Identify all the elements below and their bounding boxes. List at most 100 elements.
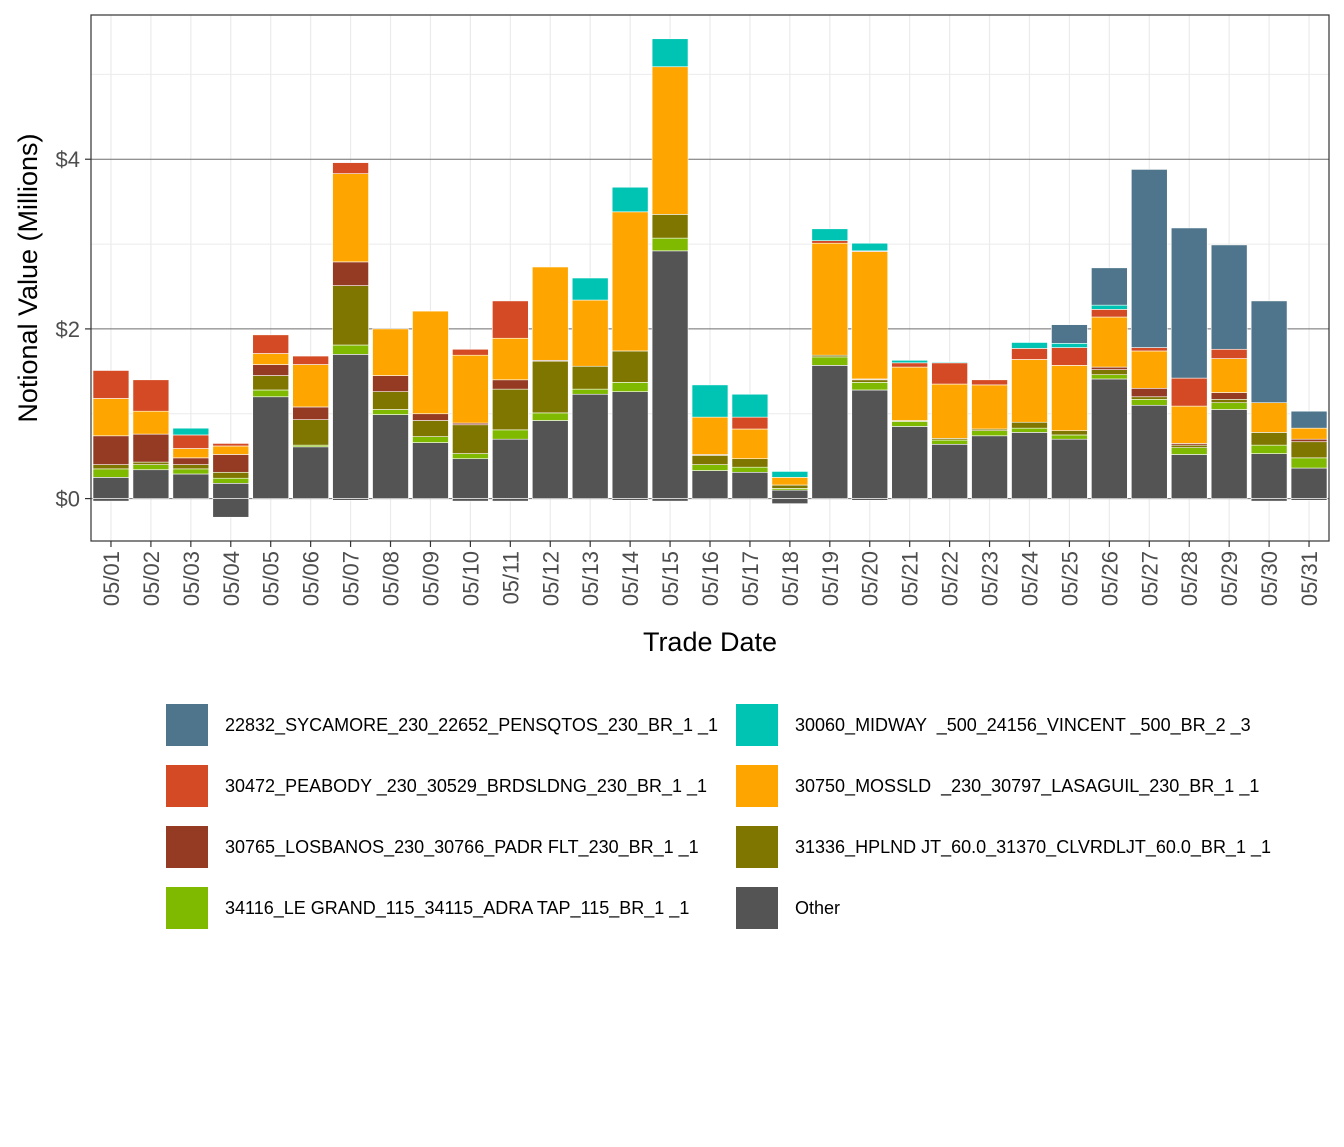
bar-segment xyxy=(292,446,329,499)
bar-segment xyxy=(1210,402,1248,410)
y-tick-label: $2 xyxy=(56,317,80,342)
bar-segment xyxy=(132,433,170,463)
bar-segment xyxy=(252,353,289,365)
bar-segment xyxy=(292,355,329,365)
bar-segment xyxy=(492,388,529,431)
x-tick-label: 05/08 xyxy=(379,551,404,606)
bar-segment xyxy=(771,477,809,486)
bar-segment xyxy=(1051,347,1088,366)
x-tick-label: 05/09 xyxy=(418,551,443,606)
bar-segment xyxy=(252,334,289,354)
bar-segment-negative xyxy=(1250,498,1288,502)
bar-segment xyxy=(611,186,649,213)
bar-segment-negative xyxy=(771,498,809,504)
x-tick-label: 05/31 xyxy=(1297,551,1322,606)
x-tick-label: 05/01 xyxy=(99,551,124,606)
bar-segment xyxy=(1290,438,1328,443)
bar-segment-negative xyxy=(332,498,369,501)
axes: $0 $2 $4 05/01 05/02 05/03 05/04 05/05 05/06 05/0… xyxy=(56,147,1323,606)
x-tick-label: 05/22 xyxy=(938,551,963,606)
bar-segment xyxy=(1131,350,1168,389)
x-tick-label: 05/21 xyxy=(898,551,923,606)
bar-segment xyxy=(731,458,769,468)
bar-segment xyxy=(332,261,369,286)
bar-segment xyxy=(412,442,449,499)
bar-segment xyxy=(811,242,849,356)
x-tick-label: 05/18 xyxy=(778,551,803,606)
bar-segment xyxy=(372,414,409,499)
bar-segment xyxy=(372,391,409,410)
legend-label: 30472_PEABODY _230_30529_BRDSLDNG_230_BR… xyxy=(225,776,707,797)
x-tick-label: 05/23 xyxy=(978,551,1003,606)
legend-swatch xyxy=(166,826,208,868)
bar-segment xyxy=(132,464,170,471)
bar-segment xyxy=(212,483,250,499)
bar-segment xyxy=(1091,378,1128,499)
bar-segment xyxy=(1131,387,1168,398)
bar-segment xyxy=(1170,405,1208,444)
bar-segment xyxy=(1011,348,1048,360)
bar-segment xyxy=(412,310,449,415)
legend-swatch xyxy=(166,704,208,746)
bar-segment xyxy=(1290,457,1328,469)
x-tick-label: 05/25 xyxy=(1057,551,1082,606)
bar-segment xyxy=(172,457,210,465)
x-tick-label: 05/20 xyxy=(858,551,883,606)
bar-segment xyxy=(651,237,689,252)
bar-segment xyxy=(1051,430,1088,436)
bar-segment xyxy=(851,242,889,252)
bar-segment xyxy=(292,419,329,446)
bar-segment-negative xyxy=(1290,498,1328,501)
bar-segment xyxy=(212,454,250,473)
bar-segment xyxy=(332,173,369,263)
bar-segment xyxy=(132,379,170,412)
bar-segment xyxy=(1290,427,1328,440)
bar-segment xyxy=(1131,404,1168,499)
bar-segment xyxy=(332,354,369,499)
x-tick-label: 05/02 xyxy=(139,551,164,606)
bar-segment xyxy=(891,366,928,421)
bar-segment xyxy=(1011,342,1048,349)
bar-segment xyxy=(611,391,649,499)
bar-segment xyxy=(172,448,210,459)
x-tick-label: 05/12 xyxy=(538,551,563,606)
bar-segment xyxy=(891,421,928,427)
bar-segment xyxy=(731,428,769,460)
bar-segment xyxy=(252,396,289,499)
bar-segment xyxy=(691,464,729,471)
bar-segment xyxy=(811,228,849,241)
bar-segment xyxy=(132,410,170,435)
bar-segment xyxy=(1170,447,1208,455)
bar-segment xyxy=(651,250,689,499)
legend-swatch xyxy=(736,704,778,746)
bar-segment xyxy=(571,299,609,367)
bar-segment xyxy=(1091,366,1128,370)
x-tick-label: 05/10 xyxy=(458,551,483,606)
bar-segment xyxy=(1131,399,1168,406)
bar-segment xyxy=(931,383,968,439)
bar-segment-negative xyxy=(851,498,889,501)
bar-segment xyxy=(412,420,449,437)
bar-segment xyxy=(971,379,1008,386)
x-tick-label: 05/29 xyxy=(1217,551,1242,606)
bar-segment xyxy=(92,464,130,470)
bar-segment xyxy=(252,389,289,398)
x-tick-label: 05/15 xyxy=(658,551,683,606)
bar-segment xyxy=(731,471,769,499)
bar-segment xyxy=(1091,316,1128,368)
bar-segment xyxy=(292,364,329,408)
bar-segment xyxy=(1290,467,1328,499)
bar-segment xyxy=(412,436,449,443)
bar-segment xyxy=(851,251,889,380)
bar-segment xyxy=(452,354,489,424)
bar-segment xyxy=(172,468,210,475)
bar-segment xyxy=(492,379,529,390)
bar-segment xyxy=(571,277,609,301)
bar-segment xyxy=(811,240,849,244)
bar-segment xyxy=(212,443,250,447)
legend-swatch xyxy=(166,887,208,929)
bar-segment xyxy=(1210,409,1248,499)
x-tick-label: 05/28 xyxy=(1177,551,1202,606)
bar-segment xyxy=(172,464,210,470)
bar-segment xyxy=(771,489,809,499)
